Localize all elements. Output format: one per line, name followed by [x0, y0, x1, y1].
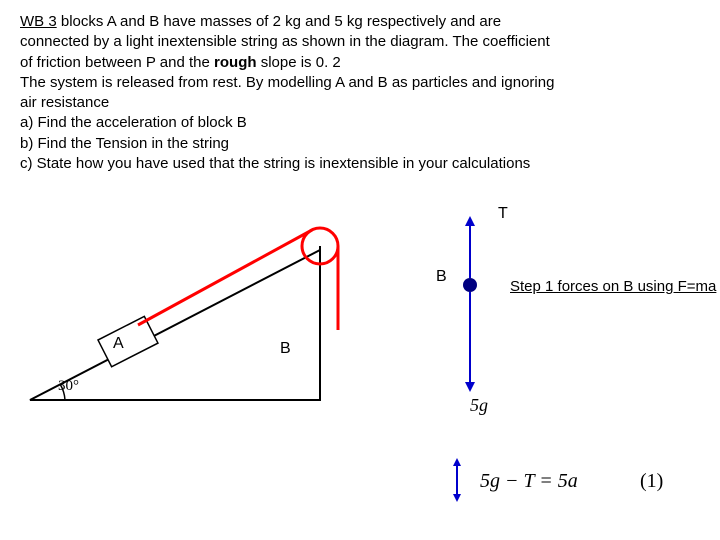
part-b: b) Find the Tension in the string	[20, 135, 229, 152]
tension-arrow-head	[465, 216, 475, 226]
block-a	[98, 316, 158, 366]
wb-label: WB 3	[20, 13, 57, 30]
free-body-diagram: T B	[430, 210, 550, 410]
fbd-svg	[430, 210, 550, 470]
equation-number: (1)	[640, 470, 663, 493]
fbd-particle	[463, 278, 477, 292]
line3b: slope is 0. 2	[257, 54, 341, 71]
line3-bold: rough	[214, 54, 257, 71]
step-1-text: Step 1 forces on B using F=ma	[510, 278, 716, 295]
line5: air resistance	[20, 94, 109, 111]
weight-arrow-head	[465, 382, 475, 392]
line3a: of friction between P and the	[20, 54, 214, 71]
line2: connected by a light inextensible string…	[20, 33, 550, 50]
string-slope	[138, 230, 312, 325]
line1-rest: blocks A and B have masses of 2 kg and 5…	[57, 13, 501, 30]
block-b-label: B	[280, 340, 291, 358]
fbd-label-b: B	[436, 268, 447, 286]
line4: The system is released from rest. By mod…	[20, 74, 554, 91]
block-a-label: A	[113, 335, 124, 353]
part-c: c) State how you have used that the stri…	[20, 155, 530, 172]
eq-direction-arrow	[442, 455, 472, 505]
problem-text: WB 3 blocks A and B have masses of 2 kg …	[20, 12, 700, 174]
weight-5g: 5g	[470, 395, 488, 416]
incline-diagram: A B 30°	[20, 210, 370, 410]
angle-label: 30°	[58, 378, 79, 395]
fbd-label-t: T	[498, 205, 508, 223]
part-a: a) Find the acceleration of block B	[20, 114, 247, 131]
newton-equation: 5g − T = 5a	[480, 470, 578, 493]
